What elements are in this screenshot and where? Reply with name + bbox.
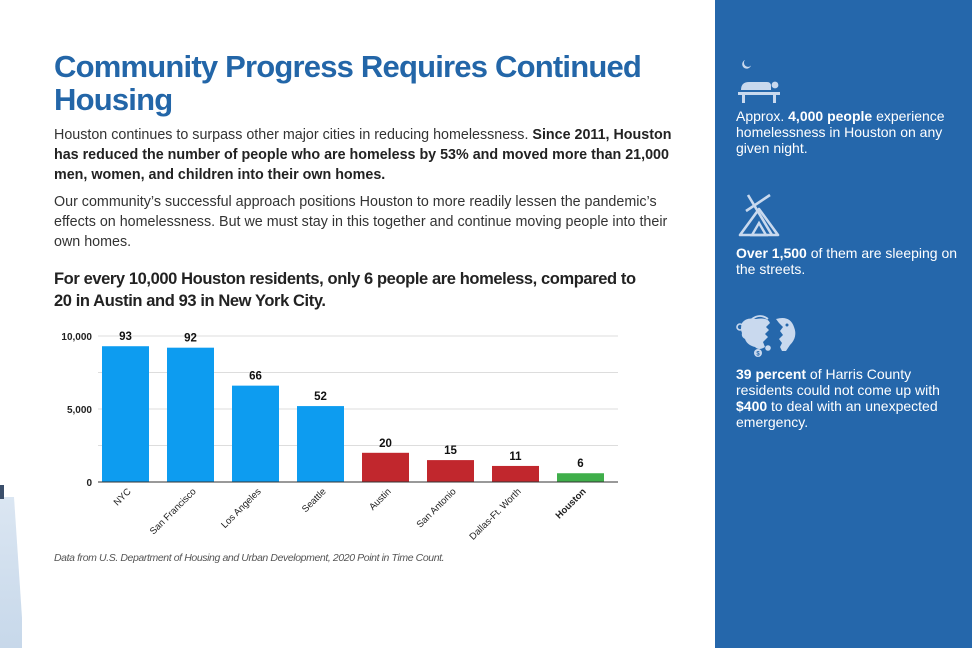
stat-street-sleeping: Over 1,500 of them are sleeping on the s…: [736, 245, 966, 277]
y-tick-label: 10,000: [61, 332, 92, 343]
data-label: 20: [379, 438, 392, 450]
stat-text: of them are sleeping on the streets.: [736, 245, 958, 277]
bar-seattle: [297, 406, 344, 482]
person-sleeping-bench-icon: [738, 60, 780, 103]
data-label: 92: [184, 333, 197, 345]
data-label: 66: [249, 371, 262, 383]
x-tick-label: Los Angeles: [219, 486, 264, 531]
background-photo-edge: [0, 485, 4, 499]
stat-highlight: $400: [736, 398, 768, 414]
x-tick-label: Austin: [367, 486, 393, 512]
intro-highlight: Since 2011, Houston has reduced the numb…: [54, 127, 672, 183]
stat-text: to deal with an unexpected emergency.: [736, 398, 938, 430]
stat-nightly-homeless: Approx. 4,000 people experience homeless…: [736, 108, 966, 156]
bar-san-antonio: [427, 460, 474, 482]
data-label: 6: [577, 458, 583, 470]
x-tick-label: Dallas-Ft. Worth: [467, 486, 523, 542]
stat-text: experience homelessness in Houston on an…: [736, 108, 945, 156]
bar-houston: [557, 473, 604, 482]
homelessness-bar-chart: 0 5,000 10,000 93 NYC 92 San Francisco 66 Los An…: [61, 331, 618, 543]
stats-sidebar: Approx. 4,000 people experience homeless…: [715, 0, 972, 648]
data-label: 11: [509, 451, 522, 463]
page-title: Community Progress Requires Continued Ho…: [54, 49, 642, 117]
stat-text: of Harris County residents could not com…: [736, 366, 940, 398]
y-tick-label: 0: [86, 478, 92, 489]
approach-paragraph: Our community’s successful approach posi…: [54, 194, 668, 250]
data-label: 52: [314, 391, 327, 403]
tent-icon: [738, 193, 780, 237]
x-tick-label: Seattle: [300, 486, 329, 515]
broken-piggy-bank-icon: $: [736, 315, 796, 358]
x-tick-label: San Francisco: [148, 486, 199, 537]
y-tick-label: 5,000: [67, 405, 92, 416]
stat-emergency-funds: 39 percent of Harris County residents co…: [736, 366, 966, 430]
stat-highlight: 39 percent: [736, 366, 807, 382]
background-photo-fragment: [0, 497, 22, 648]
intro-paragraph: Houston continues to surpass other major…: [54, 125, 684, 185]
x-tick-label: NYC: [112, 486, 134, 508]
stat-highlight: Over 1,500: [736, 245, 807, 261]
data-label: 15: [444, 445, 457, 457]
svg-text:$: $: [756, 352, 760, 358]
chart-heading: For every 10,000 Houston residents, only…: [54, 270, 636, 310]
source-footnote: Data from U.S. Department of Housing and…: [54, 552, 445, 564]
bar-los-angeles: [232, 385, 279, 482]
x-tick-label: San Antonio: [415, 486, 459, 530]
stat-highlight: 4,000 people: [788, 108, 873, 124]
bar-dallas-ft-worth: [492, 465, 539, 482]
bar-nyc: [102, 346, 149, 482]
stat-text: Approx.: [736, 108, 789, 124]
bar-austin: [362, 452, 409, 482]
bar-san-francisco: [167, 347, 214, 482]
intro-text: Houston continues to surpass other major…: [54, 127, 533, 143]
data-label: 93: [119, 331, 132, 343]
x-tick-label: Houston: [554, 486, 589, 521]
